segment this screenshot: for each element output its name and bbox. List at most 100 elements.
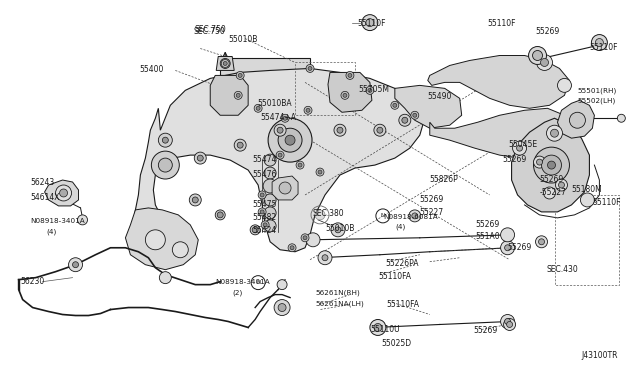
Circle shape [236,71,244,79]
Text: SEC.380: SEC.380 [312,209,344,218]
Circle shape [315,210,325,220]
Circle shape [263,223,267,227]
Circle shape [570,112,586,128]
Circle shape [348,73,352,77]
Circle shape [72,262,79,268]
Circle shape [145,230,165,250]
Circle shape [504,245,511,251]
Circle shape [268,118,312,162]
Circle shape [159,272,172,283]
Circle shape [591,35,607,51]
Text: 551A0: 551A0 [476,232,500,241]
Circle shape [238,73,242,77]
Text: -55227: -55227 [540,188,566,197]
Text: 54614X: 54614X [31,193,60,202]
Circle shape [223,61,227,65]
Polygon shape [511,118,589,212]
Circle shape [393,103,397,107]
Text: 55180M: 55180M [572,185,602,194]
Text: 55476: 55476 [252,170,276,179]
Circle shape [513,141,527,155]
Circle shape [278,304,286,311]
Circle shape [532,51,543,61]
Circle shape [303,236,307,240]
Circle shape [411,111,419,119]
Text: 55010B: 55010B [228,35,257,44]
Circle shape [343,93,347,97]
Circle shape [536,159,543,165]
Circle shape [580,193,595,207]
Circle shape [413,113,417,117]
Circle shape [77,215,88,225]
Circle shape [234,92,242,99]
Circle shape [195,152,206,164]
Circle shape [254,104,262,112]
Circle shape [278,153,282,157]
Circle shape [335,227,341,233]
Text: SEC.750: SEC.750 [195,25,226,33]
Circle shape [277,127,283,133]
Circle shape [301,234,309,242]
Circle shape [60,189,68,197]
Circle shape [306,64,314,73]
Text: 55400: 55400 [140,65,164,74]
Circle shape [252,227,258,233]
Text: (2): (2) [232,290,243,296]
Circle shape [258,208,266,216]
Circle shape [399,114,411,126]
Circle shape [234,139,246,151]
Circle shape [536,54,552,70]
Circle shape [197,155,204,161]
Text: 55475: 55475 [252,200,276,209]
Circle shape [504,318,516,330]
Circle shape [547,161,556,169]
Text: 55474+A: 55474+A [260,113,296,122]
Circle shape [516,145,522,151]
Circle shape [274,299,290,315]
Circle shape [192,197,198,203]
Text: J43100TR: J43100TR [581,352,618,360]
Text: 55705M: 55705M [358,86,389,94]
Circle shape [256,106,260,110]
Circle shape [250,225,260,235]
Circle shape [260,210,264,214]
Circle shape [412,213,418,219]
Polygon shape [395,86,461,128]
Circle shape [68,258,83,272]
Polygon shape [220,58,310,76]
Text: SEC.750: SEC.750 [193,26,225,36]
Circle shape [550,129,559,137]
Polygon shape [430,108,572,158]
Text: 55110F: 55110F [593,198,621,207]
Circle shape [362,15,378,31]
Text: 55424: 55424 [252,226,276,235]
Circle shape [263,179,277,193]
Circle shape [152,151,179,179]
Circle shape [322,255,328,261]
Circle shape [308,67,312,70]
Circle shape [264,167,276,179]
Circle shape [56,185,72,201]
Circle shape [158,133,172,147]
Circle shape [264,154,276,166]
Circle shape [541,155,561,175]
Circle shape [500,228,515,242]
Polygon shape [328,73,372,112]
Circle shape [277,280,287,290]
Circle shape [536,236,547,248]
Text: N08918-3401A: N08918-3401A [31,218,85,224]
Text: 55226PA: 55226PA [386,259,419,268]
Polygon shape [428,55,570,108]
Circle shape [281,114,289,122]
Text: 55025D: 55025D [381,339,411,349]
Circle shape [374,124,386,136]
Circle shape [366,86,374,94]
Polygon shape [45,180,79,206]
Circle shape [163,137,168,143]
Text: N: N [256,280,260,285]
Polygon shape [272,176,298,200]
Circle shape [341,92,349,99]
Text: N08918-6081A: N08918-6081A [383,214,438,220]
Circle shape [264,207,276,219]
Polygon shape [125,208,198,270]
